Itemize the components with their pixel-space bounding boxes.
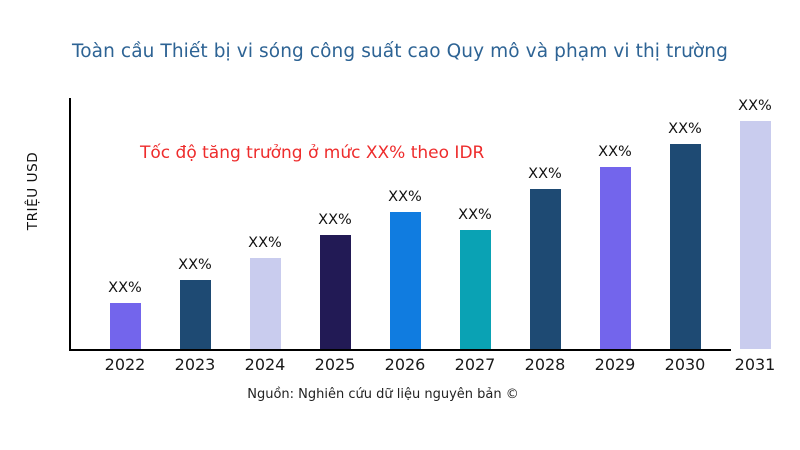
bar-2027 [459,230,491,349]
x-tick-label-2023: 2023 [174,355,216,374]
x-tick-label-2031: 2031 [734,355,776,374]
bar-2030 [669,144,701,349]
bar-value-label-2027: XX% [458,207,492,223]
chart-title: Toàn cầu Thiết bị vi sóng công suất cao … [72,41,728,62]
bar-value-label-2026: XX% [388,189,422,205]
bar-value-label-2025: XX% [318,212,352,228]
bar-value-label-2024: XX% [248,235,282,251]
bar-2024 [249,258,281,349]
x-tick-label-2030: 2030 [664,355,706,374]
bar-value-label-2031: XX% [738,98,772,114]
x-axis-line [69,349,731,351]
bar-2026 [389,212,421,349]
x-tick-label-2022: 2022 [104,355,146,374]
bar-value-label-2030: XX% [668,121,702,137]
bar-2022 [109,303,141,349]
bar-value-label-2023: XX% [178,257,212,273]
bar-2031 [739,121,771,349]
x-tick-label-2029: 2029 [594,355,636,374]
x-tick-label-2028: 2028 [524,355,566,374]
x-tick-label-2024: 2024 [244,355,286,374]
bar-value-label-2029: XX% [598,144,632,160]
bar-2025 [319,235,351,349]
x-tick-label-2025: 2025 [314,355,356,374]
y-axis-line [69,98,71,351]
bar-2023 [179,280,211,349]
bar-value-label-2022: XX% [108,280,142,296]
bar-2028 [529,189,561,349]
x-tick-label-2026: 2026 [384,355,426,374]
source-attribution: Nguồn: Nghiên cứu dữ liệu nguyên bản © [247,387,519,402]
growth-rate-annotation: Tốc độ tăng trưởng ở mức XX% theo IDR [140,143,485,163]
bar-2029 [599,167,631,349]
y-axis-label: TRIỆU USD [25,151,41,231]
bar-value-label-2028: XX% [528,166,562,182]
x-tick-label-2027: 2027 [454,355,496,374]
